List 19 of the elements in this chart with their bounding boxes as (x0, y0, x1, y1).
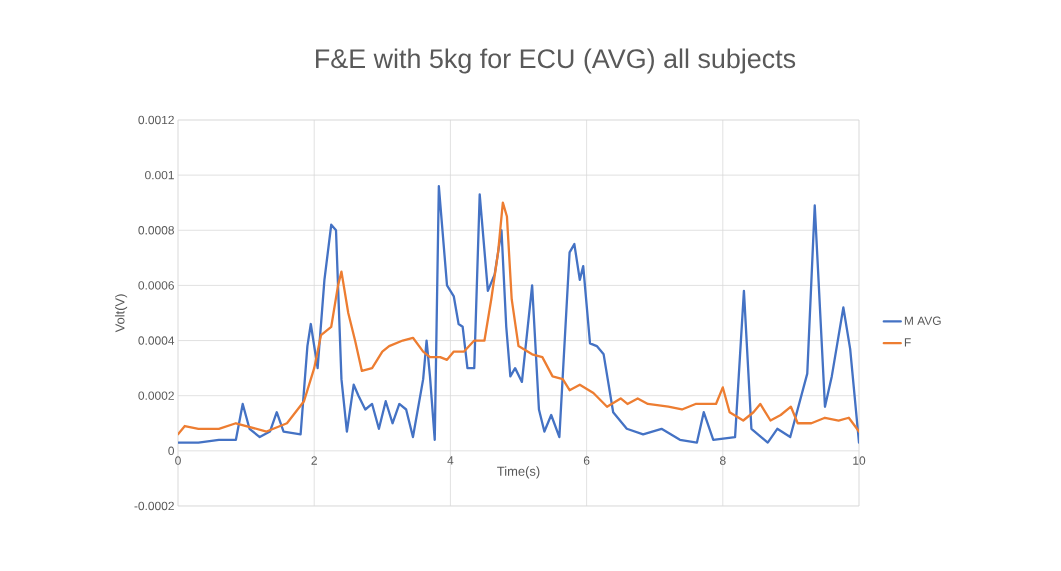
x-tick-label: 10 (853, 456, 866, 465)
x-axis-title: Time(s) (497, 466, 540, 479)
x-tick-label: 0 (175, 456, 181, 465)
legend-label: F (904, 338, 911, 347)
x-tick-label: 6 (583, 456, 590, 465)
legend-label: M AVG (904, 316, 941, 325)
x-tick-label: 2 (311, 456, 317, 465)
y-tick-label: 0.0002 (138, 391, 174, 400)
chart-title: F&E with 5kg for ECU (AVG) all subjects (316, 48, 796, 74)
y-tick-label: 0 (168, 446, 175, 456)
y-axis-title: Volt(V) (115, 294, 128, 333)
y-tick-label: 0.001 (145, 170, 174, 180)
x-tick-label: 4 (447, 456, 454, 465)
y-tick-label: 0.0004 (138, 336, 175, 345)
y-tick-label: 0.0006 (138, 281, 174, 290)
y-tick-label: -0.0002 (134, 501, 174, 511)
y-tick-label: 0.0008 (138, 226, 174, 235)
x-tick-label: 8 (720, 456, 726, 465)
y-tick-label: 0.0012 (138, 115, 174, 125)
